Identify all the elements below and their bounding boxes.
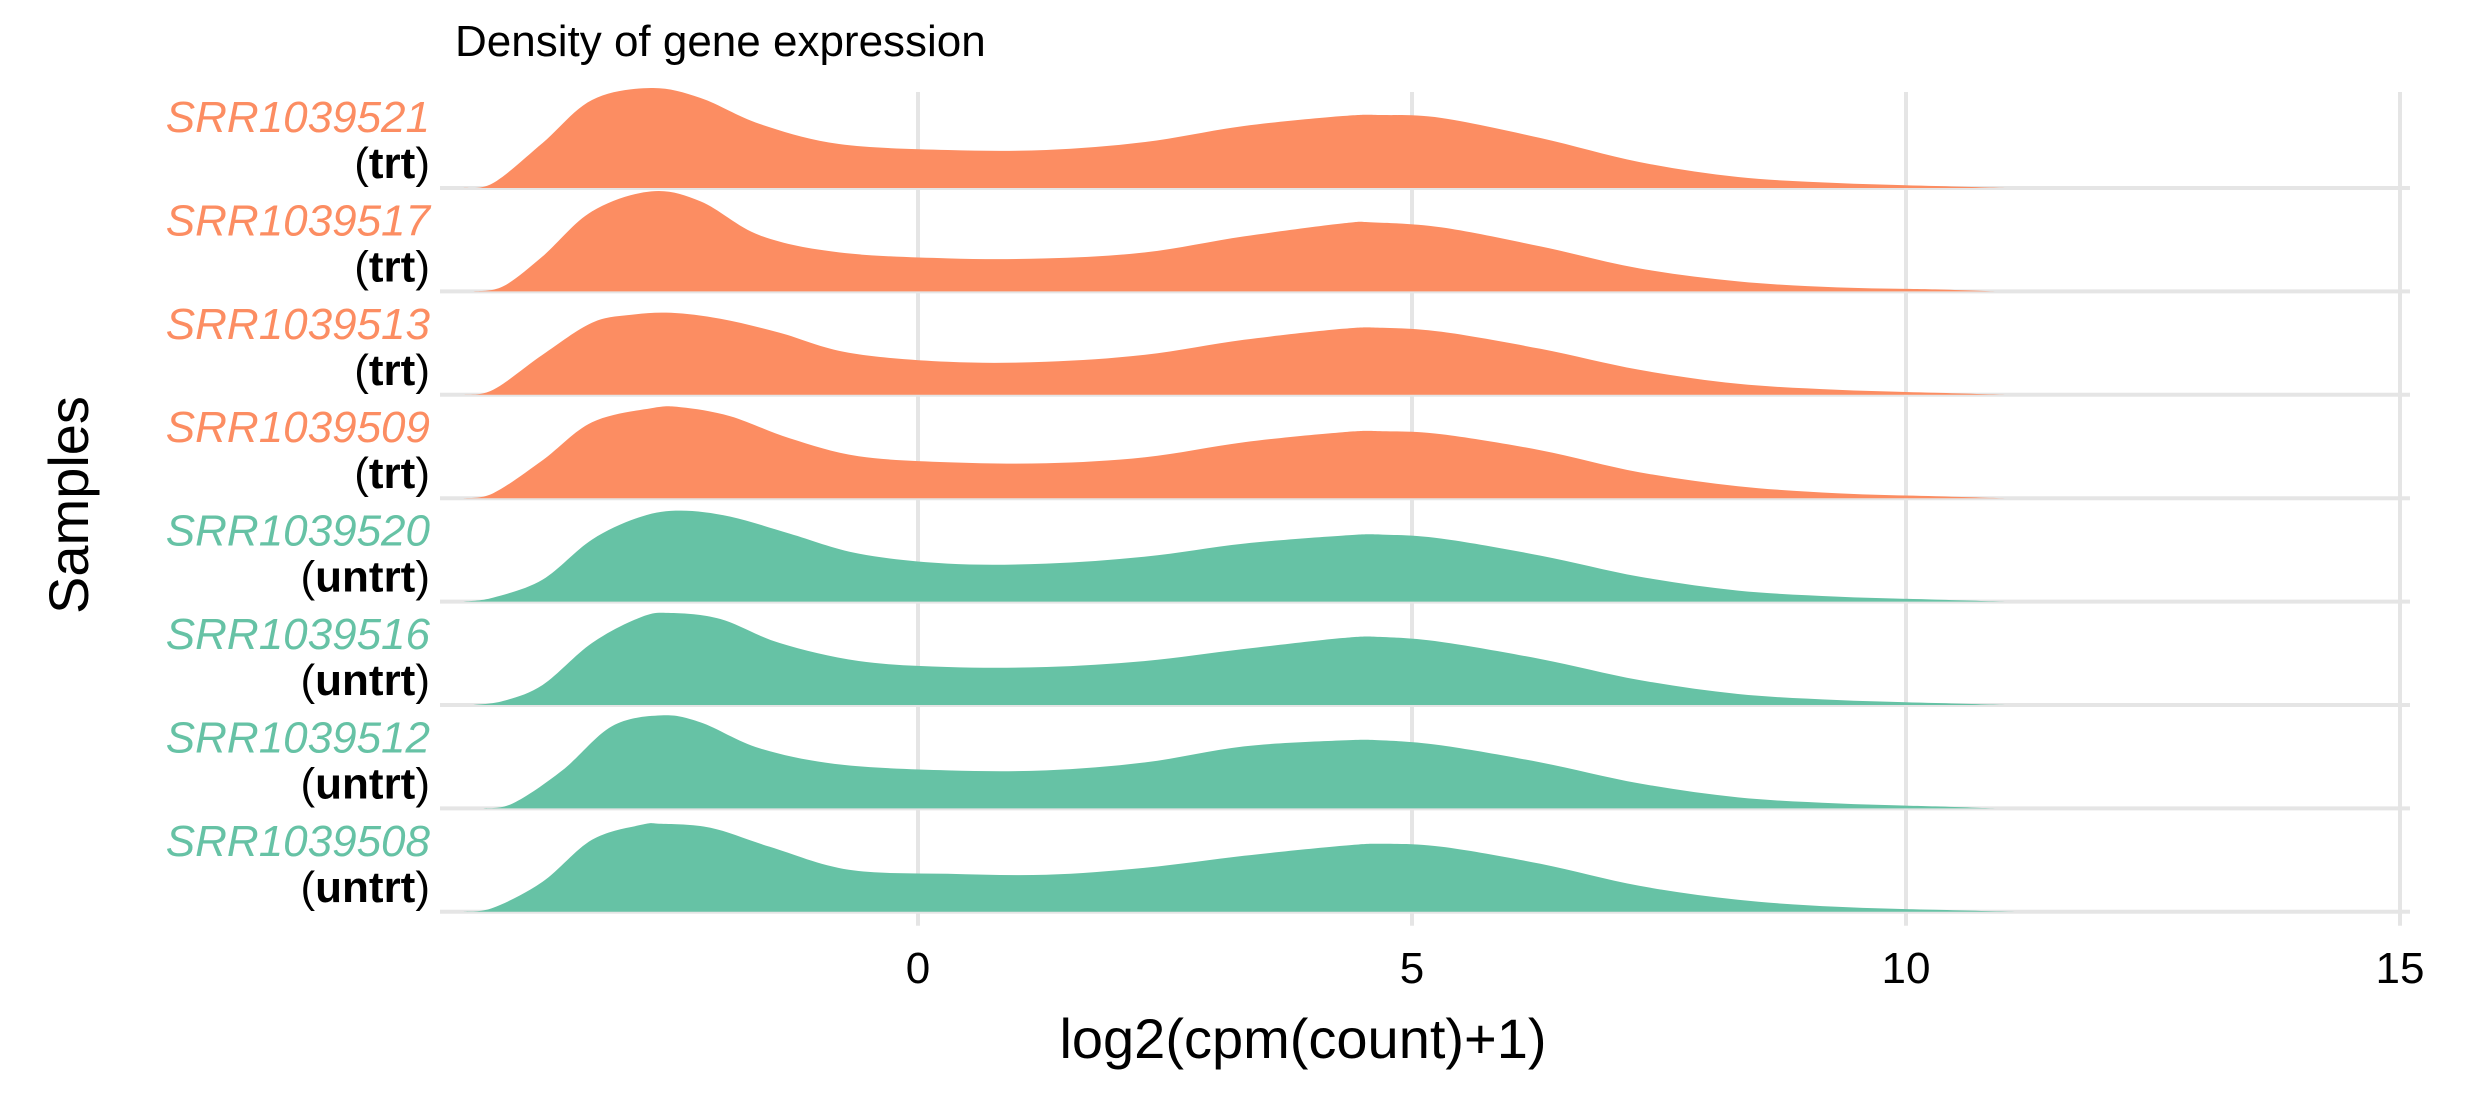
sample-name-SRR1039521: SRR1039521: [166, 93, 430, 142]
sample-group-SRR1039512: (untrt): [301, 759, 431, 808]
sample-name-SRR1039516: SRR1039516: [166, 610, 431, 659]
sample-group-SRR1039517: (trt): [354, 242, 430, 291]
ridge-SRR1039520: [463, 510, 2005, 602]
sample-group-SRR1039521: (trt): [354, 139, 430, 188]
sample-name-SRR1039509: SRR1039509: [166, 403, 430, 452]
chart-title: Density of gene expression: [455, 17, 986, 66]
x-tick-label-2: 10: [1882, 944, 1931, 993]
sample-name-SRR1039512: SRR1039512: [166, 713, 430, 762]
sample-name-SRR1039508: SRR1039508: [166, 817, 431, 866]
sample-name-SRR1039517: SRR1039517: [166, 196, 432, 245]
x-axis-ticks: 0 5 10 15: [906, 944, 2425, 993]
sample-group-SRR1039513: (trt): [354, 346, 430, 395]
ridge-SRR1039509: [463, 406, 2005, 499]
sample-labels: SRR1039521(trt)SRR1039517(trt)SRR1039513…: [166, 93, 432, 912]
ridge-SRR1039508: [463, 823, 2015, 912]
sample-name-SRR1039513: SRR1039513: [166, 300, 431, 349]
ridge-SRR1039513: [463, 312, 2005, 395]
x-tick-label-1: 5: [1400, 944, 1424, 993]
sample-name-SRR1039520: SRR1039520: [166, 507, 431, 556]
ridge-SRR1039521: [463, 87, 2005, 189]
y-axis-label: Samples: [37, 396, 100, 614]
ridge-SRR1039517: [473, 191, 1995, 292]
sample-group-SRR1039509: (trt): [354, 449, 430, 498]
sample-group-SRR1039508: (untrt): [301, 863, 431, 912]
sample-group-SRR1039516: (untrt): [301, 656, 431, 705]
sample-group-SRR1039520: (untrt): [301, 553, 431, 602]
x-axis-label: log2(cpm(count)+1): [1059, 1007, 1546, 1070]
ridge-SRR1039516: [473, 612, 2005, 705]
x-tick-label-0: 0: [906, 944, 930, 993]
ridge-SRR1039512: [483, 715, 1995, 809]
density-ridges: [463, 87, 2015, 912]
x-tick-label-3: 15: [2376, 944, 2425, 993]
